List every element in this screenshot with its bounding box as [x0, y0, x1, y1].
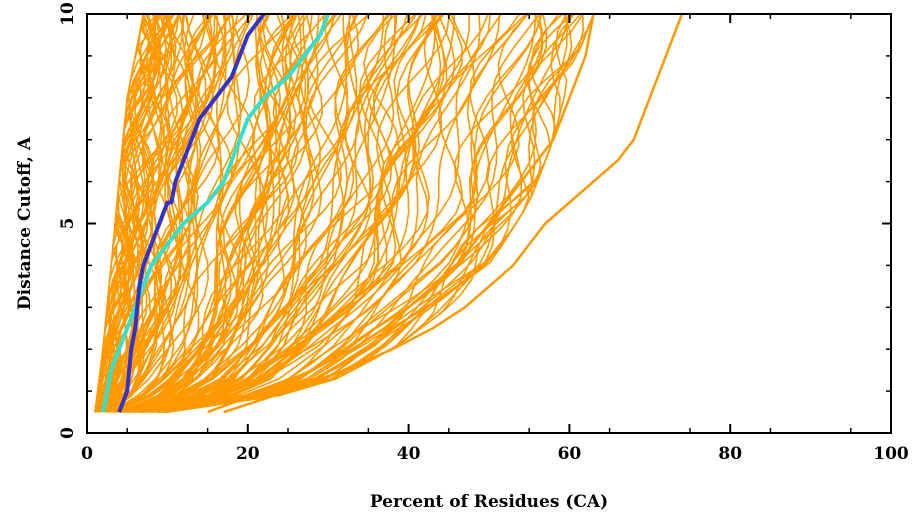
ensemble-curve [109, 13, 242, 413]
y-tick-label: 10 [58, 2, 78, 26]
y-tick-label: 5 [58, 218, 78, 230]
ensemble-curve [143, 13, 445, 413]
ensemble-curve [106, 13, 213, 413]
ensemble-curve [163, 13, 570, 413]
ensemble-curve [142, 13, 442, 413]
ensemble-curve [152, 13, 502, 413]
ensemble-curve [136, 13, 400, 413]
x-axis-label: Percent of Residues (CA) [370, 492, 608, 512]
y-tick-label: 0 [58, 427, 78, 439]
series-line-3 [223, 13, 684, 414]
ensemble-curve [103, 13, 206, 413]
ensemble-curve [127, 13, 358, 413]
ensemble-curve [119, 13, 296, 413]
x-tick-label: 80 [718, 444, 742, 464]
ticks-layer: 0 20 40 60 80 100 0 5 10 [58, 2, 909, 464]
ensemble-curve [139, 13, 422, 413]
x-tick-label: 60 [558, 444, 582, 464]
x-tick-label: 100 [873, 444, 909, 464]
ensemble-curve [157, 13, 527, 413]
ensemble-curve [137, 13, 408, 413]
ensemble-curve [143, 13, 443, 413]
ensemble-curve [161, 13, 573, 413]
ensemble-curve [125, 13, 336, 413]
ensemble-curve [150, 13, 489, 413]
y-axis-label: Distance Cutoff, A [15, 136, 35, 310]
ensemble-curve [112, 13, 247, 413]
ensemble-curve [96, 13, 184, 413]
ensemble-curve [106, 13, 227, 413]
ensemble-curve [100, 13, 207, 413]
ensemble-curves [94, 13, 595, 413]
x-tick-label: 0 [81, 444, 93, 464]
ensemble-curve [95, 13, 156, 413]
ensemble-curve [107, 13, 236, 413]
ensemble-curve [115, 13, 272, 413]
ensemble-curve [131, 13, 370, 413]
ensemble-curve [115, 13, 307, 413]
ensemble-curve [162, 13, 560, 413]
ensemble-curve [104, 13, 213, 413]
ensemble-curve [141, 13, 436, 413]
ensemble-curve [97, 13, 176, 413]
series-line-2 [101, 13, 331, 413]
ensemble-curve [158, 13, 542, 413]
ensemble-curve [148, 13, 481, 413]
ensemble-curve [144, 13, 456, 413]
series-line-1 [117, 12, 266, 413]
ensemble-curve [167, 13, 595, 413]
ensemble-curve [98, 13, 173, 413]
series-layer [101, 12, 684, 414]
ensemble-curve [120, 13, 297, 413]
ensemble-curve [139, 13, 416, 413]
series-line-4 [207, 13, 595, 414]
x-tick-label: 20 [236, 444, 260, 464]
ensemble-curve [120, 13, 319, 413]
ensemble-curve [124, 13, 350, 413]
ensemble-curve [97, 13, 167, 413]
ensemble-curve [126, 13, 338, 413]
x-tick-label: 40 [397, 444, 421, 464]
ensemble-curve [157, 13, 529, 413]
ensemble-curve [94, 13, 157, 413]
ensemble-curve [126, 13, 348, 413]
ensemble-curve [151, 13, 501, 413]
